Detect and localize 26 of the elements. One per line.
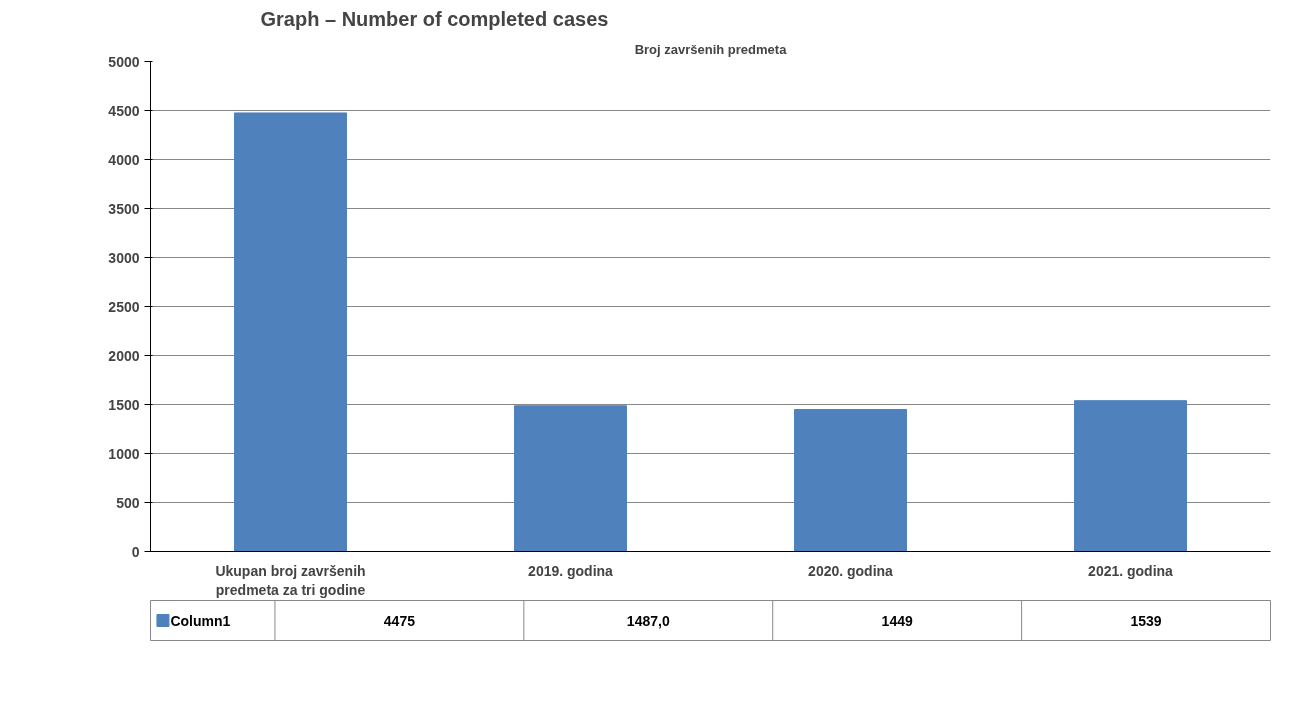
x-tick-label: 2019. godina xyxy=(528,562,614,579)
data-label: 1487,0 xyxy=(626,612,670,629)
data-label: 4475 xyxy=(383,612,416,629)
bar xyxy=(794,409,907,552)
y-tick-label: 3000 xyxy=(108,249,140,266)
y-tick-label: 3500 xyxy=(108,200,140,217)
bar xyxy=(234,112,347,552)
y-tick-label: 1000 xyxy=(108,445,140,462)
bar xyxy=(514,405,627,552)
y-tick-label: 5000 xyxy=(108,53,140,70)
data-label: 1449 xyxy=(881,612,913,629)
y-tick-label: 2500 xyxy=(108,298,140,315)
y-tick-label: 2000 xyxy=(108,347,140,364)
x-tick-label: 2020. godina xyxy=(808,562,894,579)
y-tick-label: 4000 xyxy=(108,151,140,168)
bar xyxy=(1074,400,1187,552)
y-tick-label: 1500 xyxy=(108,396,140,413)
x-tick-label: Ukupan broj završenih predmeta za tri godine xyxy=(215,562,366,598)
chart-title: Broj završenih predmeta xyxy=(634,41,788,57)
text: Graph – Number of completed cases xyxy=(260,7,609,30)
x-tick-label: 2021. godina xyxy=(1088,562,1174,579)
data-label: 1539 xyxy=(1130,612,1162,629)
y-tick-label: 0 xyxy=(131,543,140,560)
y-tick-label: 500 xyxy=(116,494,140,511)
legend-label: Column1 xyxy=(170,612,231,629)
y-tick-label: 4500 xyxy=(108,102,140,119)
